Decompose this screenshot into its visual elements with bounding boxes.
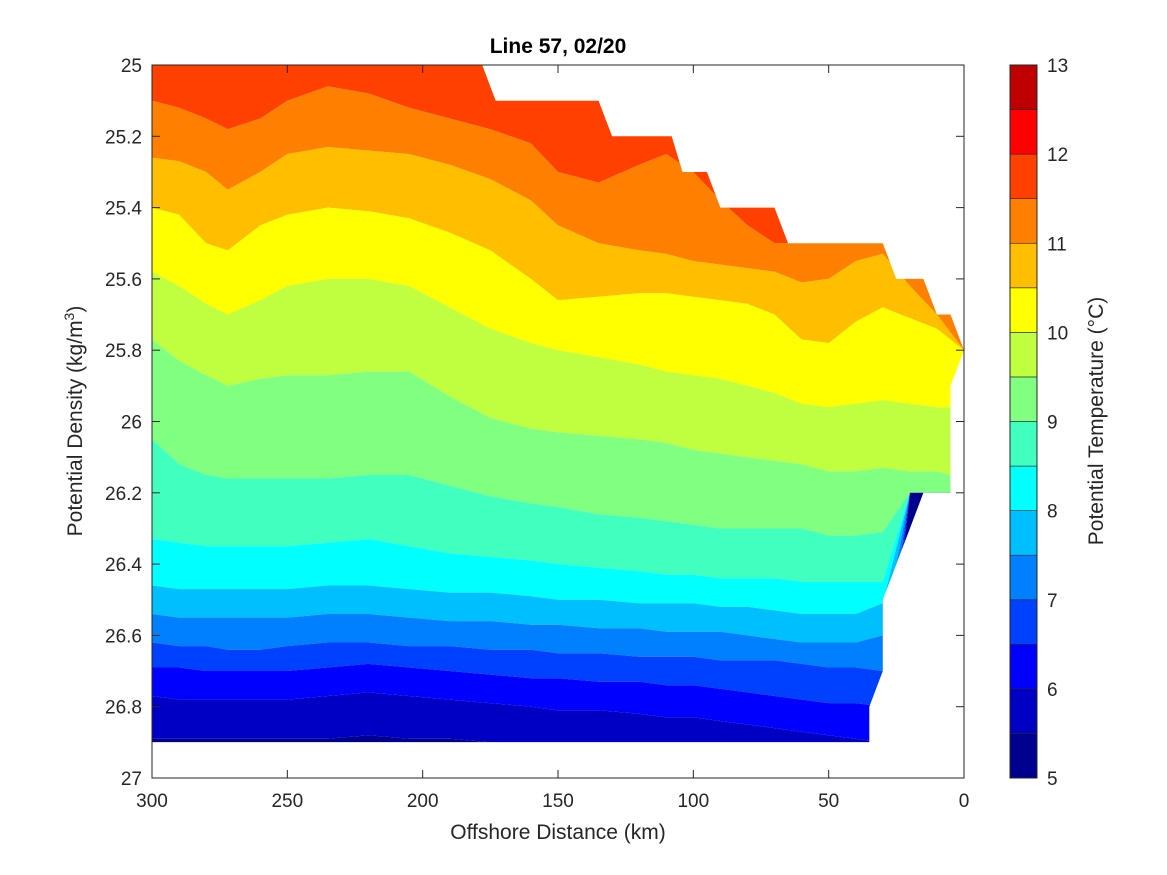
colorbar-tick-label: 7 — [1047, 591, 1058, 612]
colorbar-band — [1009, 733, 1038, 779]
x-tick-label: 50 — [818, 791, 839, 812]
contour-band — [152, 492, 964, 671]
contour-band — [152, 60, 964, 65]
colorbar-tick-label: 11 — [1047, 234, 1067, 255]
contour-band — [152, 271, 964, 493]
colorbar-tick-label: 12 — [1047, 145, 1068, 166]
contour-band — [152, 492, 964, 743]
x-tick-label: 200 — [407, 791, 439, 812]
colorbar-tick-label: 8 — [1047, 502, 1058, 523]
y-tick-label: 25.6 — [105, 270, 142, 291]
colorbar-band — [1009, 554, 1038, 601]
colorbar-tick-label: 13 — [1047, 56, 1068, 77]
y-tick-label: 26.6 — [105, 626, 142, 647]
y-axis-label: Potential Density (kg/m3) — [61, 306, 87, 537]
colorbar-band — [1009, 421, 1038, 467]
colorbar-label: Potential Temperature (°C) — [1085, 297, 1108, 545]
colorbar-tick-label: 5 — [1047, 769, 1058, 790]
y-tick-label: 26.8 — [105, 698, 142, 719]
y-tick-label: 25.8 — [105, 341, 142, 362]
contour-band — [152, 339, 964, 536]
colorbar-band — [1009, 64, 1038, 110]
colorbar-ticks: 5 6 7 8 9 10 11 12 13 — [1047, 56, 1068, 790]
colorbar-band — [1009, 242, 1038, 289]
colorbar-tick-label: 6 — [1047, 680, 1058, 701]
x-axis-label: Offshore Distance (km) — [450, 821, 666, 844]
colorbar-band — [1009, 109, 1038, 155]
y-tick-label: 26 — [121, 413, 142, 434]
contour-band — [152, 492, 964, 643]
x-tick-label: 150 — [542, 791, 574, 812]
x-tick-label: 0 — [959, 791, 970, 812]
x-tick-label: 100 — [677, 791, 709, 812]
x-tick-label: 250 — [271, 791, 303, 812]
y-axis-label-superscript: 3 — [61, 312, 77, 320]
y-axis-label-suffix: ) — [64, 306, 87, 313]
y-tick-label: 25 — [121, 56, 142, 77]
colorbar-frame — [1009, 64, 1038, 779]
colorbar-band — [1009, 688, 1038, 734]
colorbar-band — [1009, 599, 1038, 645]
x-axis-ticks: 300 250 200 150 100 50 0 — [136, 65, 969, 812]
colorbar-band — [1009, 332, 1038, 378]
plot-area: 300 250 200 150 100 50 0 2525.225.425.625.8262… — [105, 56, 969, 812]
y-tick-label: 27 — [121, 769, 142, 790]
colorbar-band — [1009, 510, 1038, 556]
contour-band — [152, 492, 964, 743]
y-tick-label: 26.4 — [105, 555, 142, 576]
contour-band — [152, 492, 964, 614]
colorbar-band — [1009, 465, 1038, 511]
colorbar-band — [1009, 644, 1038, 690]
colorbar-tick-label: 9 — [1047, 413, 1058, 434]
contour-band — [152, 439, 964, 582]
colorbar: 5 6 7 8 9 10 11 12 13 Potential Temperature (°C) — [1009, 56, 1108, 790]
contour-band — [152, 492, 964, 707]
y-tick-label: 25.4 — [105, 199, 142, 220]
colorbar-band — [1009, 198, 1038, 244]
y-axis-ticks: 25 25.2 25.4 25.6 25.8 26 26.2 26.4 26.6 26.8 27 — [105, 56, 964, 790]
contour-band — [152, 147, 964, 351]
contour-band — [152, 86, 964, 351]
colorbar-band — [1009, 376, 1038, 422]
y-tick-label: 26.2 — [105, 484, 142, 505]
chart-title: Line 57, 02/20 — [490, 35, 627, 58]
y-axis-label-prefix: Potential Density (kg/m — [64, 320, 87, 536]
contour-bands — [152, 60, 964, 743]
colorbar-band — [1009, 153, 1038, 199]
contour-band — [152, 207, 964, 408]
colorbar-tick-label: 10 — [1047, 323, 1068, 344]
colorbar-bands — [1009, 64, 1038, 779]
y-tick-label: 25.2 — [105, 127, 142, 148]
colorbar-band — [1009, 287, 1038, 333]
x-tick-label: 300 — [136, 791, 168, 812]
